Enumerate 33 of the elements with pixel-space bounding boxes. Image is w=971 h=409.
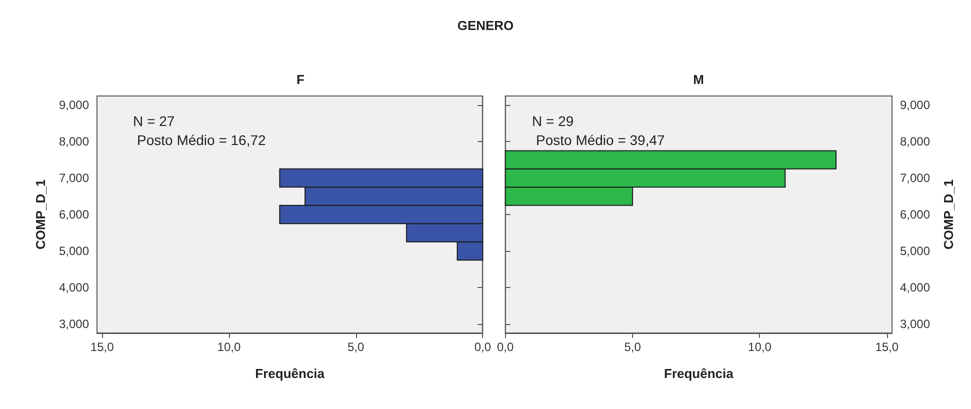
annotation: Posto Médio = 39,47	[536, 132, 666, 148]
y-tick-label: 6,000	[58, 208, 90, 222]
x-tick-label: 0,0	[496, 340, 514, 354]
y-tick-label: 4,000	[900, 280, 930, 294]
y-tick-label: 9,000	[900, 98, 930, 112]
y-tick-label: 8,000	[58, 134, 90, 149]
y-tick-label: 5,000	[58, 244, 90, 258]
annotation: N = 29	[532, 113, 574, 129]
x-axis-title: Frequência	[255, 366, 326, 381]
x-tick-label: 0,0	[474, 340, 492, 354]
x-tick-label: 5,0	[347, 340, 364, 354]
y-axis-title: COMP_D_1	[941, 179, 956, 250]
x-tick-label: 15,0	[90, 340, 114, 354]
chart-subtitle: F	[296, 72, 305, 87]
y-axis-title: COMP_D_1	[33, 179, 48, 250]
chart-subtitle: M	[693, 72, 704, 87]
annotation: N = 27	[133, 113, 175, 129]
x-axis-title: Frequência	[664, 366, 734, 381]
y-tick-label: 3,000	[58, 316, 90, 331]
y-tick-label: 6,000	[900, 208, 930, 222]
y-tick-label: 9,000	[58, 98, 90, 112]
chart-title: GENERO	[456, 18, 515, 33]
y-tick-label: 5,000	[900, 244, 930, 258]
y-tick-label: 4,000	[58, 280, 90, 294]
x-tick-label: 10,0	[748, 340, 772, 354]
y-tick-label: 7,000	[58, 171, 90, 186]
x-tick-label: 10,0	[217, 340, 241, 354]
y-tick-label: 7,000	[900, 171, 930, 186]
x-tick-label: 15,0	[875, 340, 899, 354]
y-tick-label: 8,000	[900, 134, 930, 149]
x-tick-label: 5,0	[624, 340, 642, 354]
y-tick-label: 3,000	[900, 316, 930, 331]
annotation: Posto Médio = 16,72	[137, 132, 266, 148]
